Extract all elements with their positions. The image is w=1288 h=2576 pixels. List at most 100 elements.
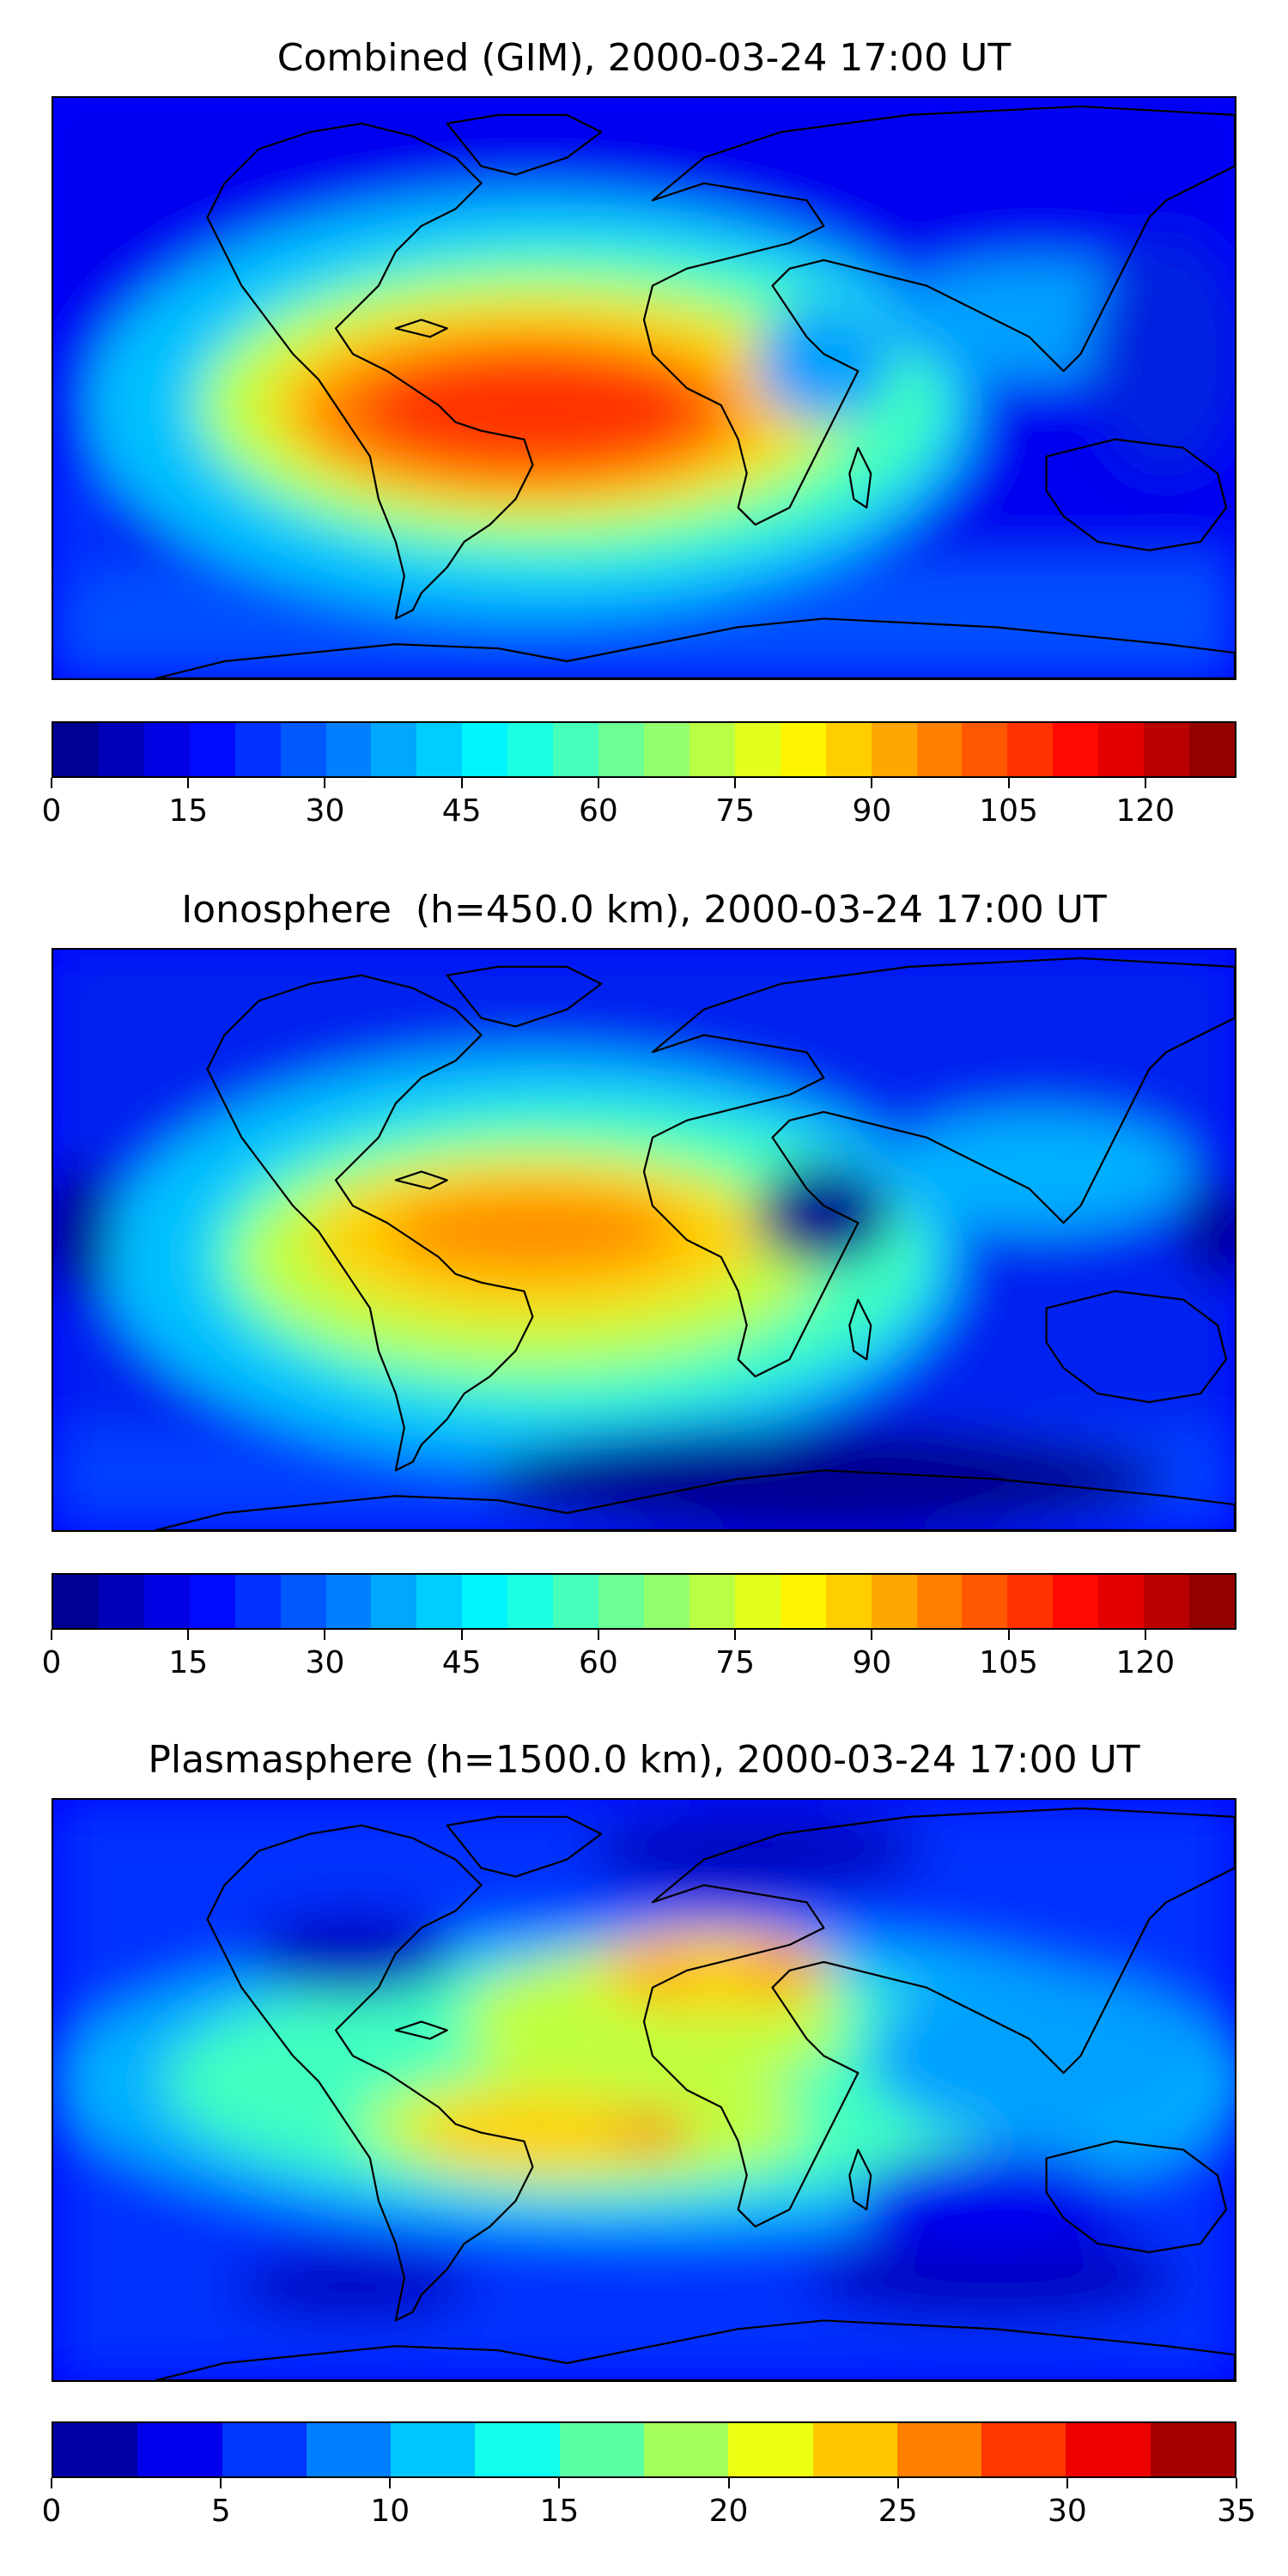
colorbar-tick <box>51 1630 52 1640</box>
colorbar-level <box>391 2423 476 2476</box>
colorbar-level <box>916 1575 963 1628</box>
colorbar-level <box>1189 1575 1235 1628</box>
colorbar-tick <box>896 2478 899 2488</box>
colorbar-tick <box>460 1630 463 1640</box>
colorbar-level <box>734 1575 781 1628</box>
colorbar-tick <box>187 1630 190 1640</box>
colorbar-level <box>98 723 144 776</box>
colorbar-tick-label: 45 <box>441 1645 482 1680</box>
colorbar-level <box>1189 723 1235 776</box>
colorbar-tick-label: 35 <box>1217 2494 1256 2529</box>
colorbar-tick-label: 75 <box>715 793 756 829</box>
colorbar-level <box>325 1575 372 1628</box>
colorbar-tick-label: 60 <box>579 793 618 829</box>
colorbar-tick <box>734 778 737 788</box>
colorbar-tick-label: 120 <box>1115 793 1176 829</box>
colorbar-tick-label: 105 <box>979 793 1038 829</box>
colorbar-tick <box>187 778 190 788</box>
colorbar-tick-label: 30 <box>305 793 345 829</box>
colorbar-level <box>896 2423 982 2476</box>
colorbar-level <box>1150 2423 1235 2476</box>
colorbar-level <box>643 2423 729 2476</box>
colorbar-level <box>734 723 781 776</box>
colorbar-level <box>689 723 735 776</box>
colorbar-level <box>1007 1575 1054 1628</box>
map-title-combined: Combined (GIM), 2000-03-24 17:00 UT <box>276 36 1012 80</box>
colorbar-level <box>462 723 508 776</box>
colorbar-level <box>325 723 372 776</box>
colorbar-level <box>143 1575 190 1628</box>
colorbar-level <box>98 1575 144 1628</box>
colorbar-level <box>416 723 463 776</box>
colorbar-tick-label: 5 <box>210 2494 231 2529</box>
colorbar-ionosphere <box>52 1573 1236 1630</box>
colorbar-level <box>53 723 99 776</box>
tec-field-ionosphere <box>53 950 1235 1530</box>
colorbar-level <box>962 1575 1008 1628</box>
colorbar-level <box>689 1575 735 1628</box>
tec-map-ionosphere <box>52 948 1236 1532</box>
colorbar-tick <box>734 1630 737 1640</box>
colorbar-tick <box>597 778 599 788</box>
colorbar-ticks-ionosphere: 0 15 30 45 60 75 90 105 120 <box>42 1630 1236 1681</box>
colorbar-tick-label: 0 <box>41 2494 62 2529</box>
colorbar-level <box>143 723 190 776</box>
colorbar-level <box>559 2423 644 2476</box>
colorbar-tick <box>727 2478 730 2488</box>
colorbar-level <box>416 1575 463 1628</box>
colorbar-level <box>222 2423 307 2476</box>
colorbar-plasmasphere <box>52 2421 1236 2478</box>
colorbar-tick-label: 105 <box>979 1645 1038 1680</box>
colorbar-level <box>1144 723 1190 776</box>
colorbar-tick-label: 120 <box>1115 1645 1176 1680</box>
colorbar-level <box>780 1575 826 1628</box>
colorbar-level <box>871 723 917 776</box>
colorbar-tick <box>597 1630 599 1640</box>
colorbar-tick <box>558 2478 561 2488</box>
colorbar-tick-label: 0 <box>41 793 62 829</box>
colorbar-tick <box>324 778 326 788</box>
tec-map-combined <box>52 96 1236 680</box>
colorbar-level <box>280 723 326 776</box>
colorbar-level <box>306 2423 392 2476</box>
colorbar-tick-label: 10 <box>370 2494 410 2529</box>
colorbar-level <box>598 1575 644 1628</box>
colorbar-level <box>598 723 644 776</box>
colorbar-level <box>728 2423 813 2476</box>
colorbar-tick <box>1236 2478 1237 2488</box>
colorbar-tick <box>871 1630 873 1640</box>
colorbar-level <box>780 723 826 776</box>
map-title-plasmasphere: Plasmasphere (h=1500.0 km), 2000-03-24 1… <box>148 1738 1140 1782</box>
colorbar-tick-label: 25 <box>878 2494 918 2529</box>
colorbar-level <box>812 2423 897 2476</box>
colorbar-ticks-combined: 0 15 30 45 60 75 90 105 120 <box>42 778 1236 829</box>
colorbar-level <box>1053 1575 1099 1628</box>
colorbar-tick <box>324 1630 326 1640</box>
colorbar-tick-label: 15 <box>539 2494 580 2529</box>
colorbar-level <box>475 2423 560 2476</box>
colorbar-level <box>871 1575 917 1628</box>
colorbar-tick-label: 15 <box>168 1645 209 1680</box>
colorbar-level <box>981 2423 1066 2476</box>
colorbar-tick-label: 15 <box>168 793 209 829</box>
colorbar-level <box>53 2423 138 2476</box>
colorbar-tick <box>51 2478 52 2488</box>
colorbar-tick-label: 90 <box>852 1645 892 1680</box>
colorbar-level <box>234 1575 281 1628</box>
colorbar-tick <box>1007 1630 1010 1640</box>
colorbar-level <box>916 723 963 776</box>
colorbar-tick <box>1007 778 1010 788</box>
colorbar-level <box>280 1575 326 1628</box>
colorbar-combined <box>52 721 1236 778</box>
colorbar-tick-label: 75 <box>715 1645 756 1680</box>
colorbar-tick-label: 20 <box>708 2494 749 2529</box>
colorbar-level <box>1098 1575 1145 1628</box>
map-title-ionosphere: Ionosphere (h=450.0 km), 2000-03-24 17:0… <box>181 888 1107 932</box>
colorbar-tick <box>389 2478 392 2488</box>
colorbar-tick-label: 60 <box>579 1645 618 1680</box>
colorbar-level <box>189 723 235 776</box>
colorbar-tick <box>1144 1630 1146 1640</box>
colorbar-level <box>53 1575 99 1628</box>
colorbar-tick-label: 90 <box>852 793 892 829</box>
colorbar-level <box>1053 723 1099 776</box>
